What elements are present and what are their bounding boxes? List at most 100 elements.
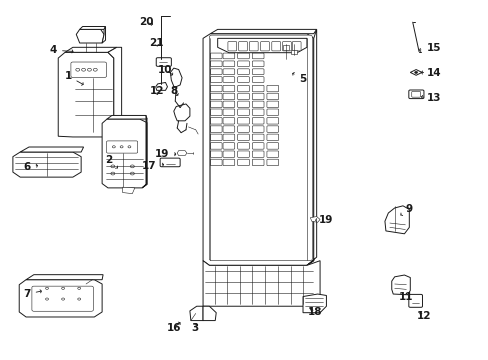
FancyBboxPatch shape <box>210 53 222 59</box>
FancyBboxPatch shape <box>266 143 278 149</box>
Polygon shape <box>102 119 147 188</box>
FancyBboxPatch shape <box>271 41 280 51</box>
FancyBboxPatch shape <box>210 118 222 124</box>
FancyBboxPatch shape <box>237 61 249 67</box>
Circle shape <box>112 146 115 148</box>
Polygon shape <box>58 52 114 137</box>
FancyBboxPatch shape <box>237 151 249 157</box>
Text: 12: 12 <box>416 311 430 320</box>
FancyBboxPatch shape <box>266 126 278 132</box>
FancyBboxPatch shape <box>252 93 264 100</box>
FancyBboxPatch shape <box>210 134 222 140</box>
Circle shape <box>130 172 134 175</box>
Polygon shape <box>122 187 135 194</box>
Text: 7: 7 <box>23 289 41 299</box>
FancyBboxPatch shape <box>237 85 249 92</box>
Text: 19: 19 <box>154 149 175 159</box>
FancyBboxPatch shape <box>210 85 222 92</box>
Circle shape <box>45 298 48 300</box>
FancyBboxPatch shape <box>237 93 249 100</box>
FancyBboxPatch shape <box>237 159 249 166</box>
Circle shape <box>78 298 81 300</box>
FancyBboxPatch shape <box>252 85 264 92</box>
Circle shape <box>87 68 91 71</box>
Circle shape <box>61 298 64 300</box>
Polygon shape <box>303 294 326 313</box>
FancyBboxPatch shape <box>249 41 258 51</box>
FancyBboxPatch shape <box>260 41 269 51</box>
Polygon shape <box>384 206 408 234</box>
FancyBboxPatch shape <box>210 151 222 157</box>
Circle shape <box>111 172 115 175</box>
Polygon shape <box>142 116 147 188</box>
Polygon shape <box>203 306 216 320</box>
FancyBboxPatch shape <box>237 118 249 124</box>
FancyBboxPatch shape <box>266 159 278 166</box>
FancyBboxPatch shape <box>252 159 264 166</box>
Polygon shape <box>26 275 103 280</box>
FancyBboxPatch shape <box>210 159 222 166</box>
Text: 3: 3 <box>191 323 198 333</box>
Polygon shape <box>409 69 421 75</box>
FancyBboxPatch shape <box>237 101 249 108</box>
FancyBboxPatch shape <box>266 109 278 116</box>
FancyBboxPatch shape <box>156 58 171 66</box>
FancyBboxPatch shape <box>282 41 291 51</box>
FancyBboxPatch shape <box>32 286 93 311</box>
FancyBboxPatch shape <box>210 101 222 108</box>
Circle shape <box>93 68 97 71</box>
Circle shape <box>111 165 115 168</box>
FancyBboxPatch shape <box>210 143 222 149</box>
Polygon shape <box>310 217 320 222</box>
Circle shape <box>45 287 48 289</box>
Text: 15: 15 <box>419 43 440 53</box>
FancyBboxPatch shape <box>266 85 278 92</box>
FancyBboxPatch shape <box>237 77 249 82</box>
Polygon shape <box>80 27 105 30</box>
FancyBboxPatch shape <box>223 159 234 166</box>
FancyBboxPatch shape <box>223 118 234 124</box>
Text: 21: 21 <box>149 38 163 48</box>
Text: 12: 12 <box>149 86 163 96</box>
Polygon shape <box>173 104 189 121</box>
Polygon shape <box>20 147 83 152</box>
Circle shape <box>61 287 64 289</box>
FancyBboxPatch shape <box>160 158 180 167</box>
FancyBboxPatch shape <box>223 126 234 132</box>
FancyBboxPatch shape <box>411 91 420 97</box>
Text: 11: 11 <box>398 292 413 302</box>
Text: 10: 10 <box>158 64 172 76</box>
FancyBboxPatch shape <box>223 69 234 75</box>
FancyBboxPatch shape <box>266 118 278 124</box>
FancyBboxPatch shape <box>210 69 222 75</box>
FancyBboxPatch shape <box>292 41 301 51</box>
FancyBboxPatch shape <box>252 69 264 75</box>
FancyBboxPatch shape <box>210 77 222 82</box>
Polygon shape <box>102 27 105 43</box>
Polygon shape <box>391 275 409 295</box>
Circle shape <box>130 165 134 168</box>
FancyBboxPatch shape <box>252 143 264 149</box>
Polygon shape <box>107 116 147 119</box>
FancyBboxPatch shape <box>252 118 264 124</box>
FancyBboxPatch shape <box>408 90 423 99</box>
Text: 13: 13 <box>421 93 440 103</box>
Circle shape <box>120 146 123 148</box>
Bar <box>291 50 297 54</box>
Polygon shape <box>19 280 102 317</box>
FancyBboxPatch shape <box>408 294 422 307</box>
FancyBboxPatch shape <box>223 151 234 157</box>
Text: 5: 5 <box>292 72 306 84</box>
Text: 14: 14 <box>421 68 440 78</box>
FancyBboxPatch shape <box>227 41 236 51</box>
FancyBboxPatch shape <box>238 41 247 51</box>
Text: 18: 18 <box>307 307 322 317</box>
FancyBboxPatch shape <box>209 35 312 261</box>
FancyBboxPatch shape <box>237 143 249 149</box>
FancyBboxPatch shape <box>252 77 264 82</box>
Text: 2: 2 <box>105 155 118 168</box>
FancyBboxPatch shape <box>252 101 264 108</box>
FancyBboxPatch shape <box>223 85 234 92</box>
FancyBboxPatch shape <box>252 151 264 157</box>
FancyBboxPatch shape <box>252 61 264 67</box>
